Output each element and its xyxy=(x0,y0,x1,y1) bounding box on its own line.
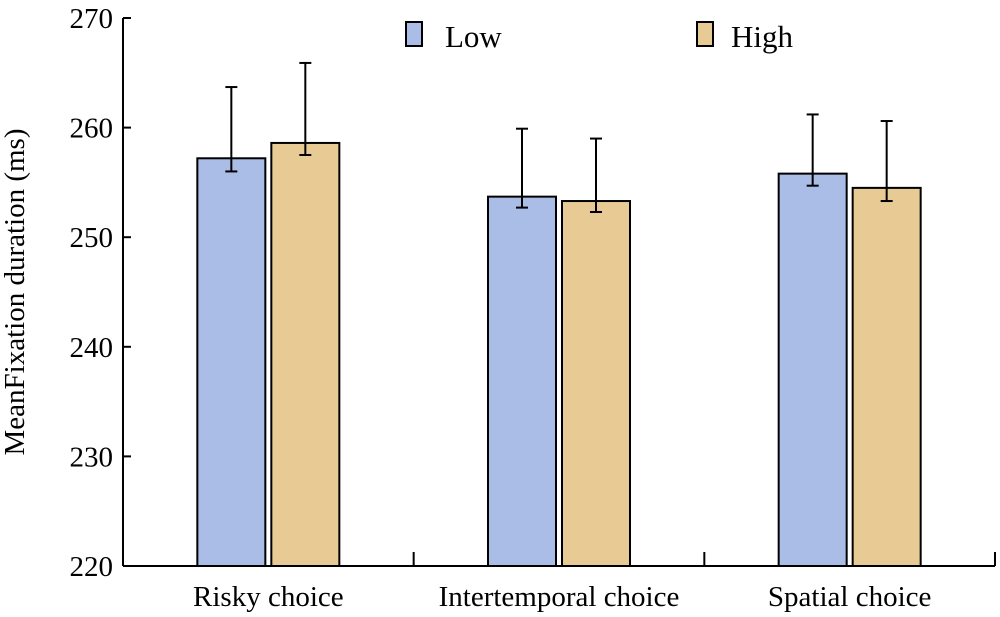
bar-high xyxy=(851,186,922,567)
bar-high xyxy=(270,141,341,567)
axes: 220 230 240 250 260 270 Risky choice Intertempo… xyxy=(70,3,996,613)
x-tick-label: Risky choice xyxy=(193,581,344,613)
y-tick-label: 230 xyxy=(70,441,114,473)
legend-label-high: High xyxy=(731,19,794,54)
y-tick-label: 270 xyxy=(70,3,114,35)
bar-low xyxy=(777,172,848,568)
bar-low xyxy=(487,195,557,567)
legend: Low High xyxy=(405,19,794,54)
x-tick-label: Spatial choice xyxy=(768,581,931,613)
legend-label-low: Low xyxy=(445,19,502,54)
y-axis-label: MeanFixation duration (ms) xyxy=(0,128,31,455)
legend-swatch-low xyxy=(405,21,423,47)
y-tick-label: 240 xyxy=(70,332,114,364)
bar-high xyxy=(561,200,631,567)
y-tick-label: 220 xyxy=(70,551,114,583)
bars xyxy=(196,61,922,568)
y-tick-label: 260 xyxy=(70,113,114,145)
y-tick-label: 250 xyxy=(70,222,114,254)
bar-low xyxy=(196,157,267,567)
x-tick-label: Intertemporal choice xyxy=(439,581,680,613)
legend-swatch-high xyxy=(696,21,714,47)
